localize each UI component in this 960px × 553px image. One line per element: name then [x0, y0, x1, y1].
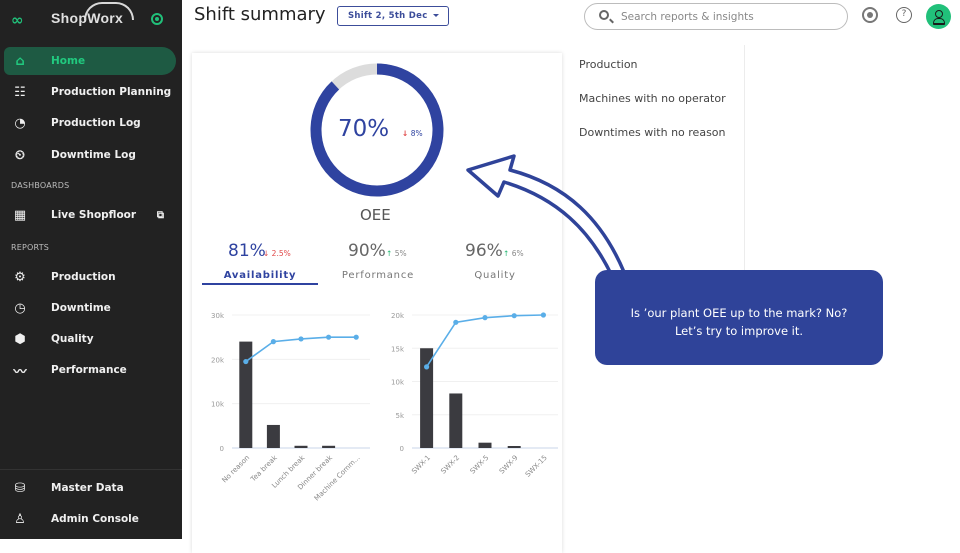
availability-value: 81%	[228, 241, 266, 261]
svg-text:10k: 10k	[211, 401, 225, 409]
oee-value: 70%	[338, 116, 390, 142]
sync-icon[interactable]	[862, 7, 878, 23]
tip-callout: Is ’our plant OEE up to the mark? No? Le…	[595, 270, 883, 365]
sidebar-item-production-log[interactable]: ◔ Production Log	[4, 109, 176, 137]
info-item-production[interactable]: Production	[579, 58, 638, 71]
availability-delta: ↓ 2.5%	[263, 249, 291, 258]
svg-text:0: 0	[400, 445, 404, 453]
admin-icon: ♙	[14, 511, 26, 527]
caret-down-icon	[433, 14, 439, 17]
svg-text:No reason: No reason	[220, 454, 251, 485]
svg-text:SWX-15: SWX-15	[524, 454, 549, 479]
availability-label: Availability	[223, 270, 297, 281]
info-list: Production Machines with no operator Dow…	[579, 58, 726, 160]
sidebar-item-live-shopfloor[interactable]: ▦ Live Shopfloor ⧉	[4, 201, 176, 229]
svg-text:20k: 20k	[211, 356, 225, 364]
callout-line-1: Is ’our plant OEE up to the mark? No?	[630, 306, 848, 320]
sidebar-item-label: Downtime	[51, 302, 111, 314]
database-icon: ⛁	[14, 480, 26, 496]
gauge-icon: ◔	[14, 115, 26, 131]
oee-gauge	[310, 63, 444, 197]
clipboard-icon: ☷	[14, 84, 26, 100]
sidebar-item-label: Performance	[51, 364, 127, 376]
sidebar-item-downtime-log[interactable]: ⏲ Downtime Log	[4, 141, 176, 169]
gears-icon: ⚙	[14, 269, 26, 285]
sidebar-item-master-data[interactable]: ⛁ Master Data	[4, 474, 176, 502]
sidebar-item-label: Production Planning	[51, 86, 172, 98]
sidebar-item-production-planning[interactable]: ☷ Production Planning	[4, 78, 176, 106]
svg-text:0: 0	[220, 445, 224, 453]
svg-text:15k: 15k	[391, 345, 405, 353]
search-input[interactable]: Search reports & insights	[584, 3, 848, 30]
svg-text:5k: 5k	[395, 412, 404, 420]
sidebar-item-label: Downtime Log	[51, 149, 136, 161]
external-link-icon[interactable]: ⧉	[156, 209, 164, 221]
performance-label: Performance	[341, 270, 415, 281]
dashboard-grid-icon: ▦	[13, 207, 27, 223]
sidebar-item-admin-console[interactable]: ♙ Admin Console	[4, 505, 176, 533]
section-label-dashboards: DASHBOARDS	[11, 181, 70, 190]
svg-text:SWX-2: SWX-2	[439, 454, 461, 476]
svg-text:30k: 30k	[211, 312, 225, 320]
sidebar-item-label: Production	[51, 271, 116, 283]
tab-availability[interactable]: 81% ↓ 2.5% Availability	[202, 241, 318, 285]
svg-text:20k: 20k	[391, 312, 405, 320]
history-icon: ⏲	[14, 147, 26, 163]
shift-select[interactable]: Shift 2, 5th Dec	[337, 6, 449, 26]
clock-alert-icon: ◷	[14, 300, 26, 316]
section-label-reports: REPORTS	[11, 243, 50, 252]
home-icon: ⌂	[15, 53, 25, 69]
sidebar-item-label: Live Shopfloor	[51, 209, 137, 221]
box-icon: ⬢	[14, 331, 26, 347]
tab-quality[interactable]: 96% ↑ 6% Quality	[437, 241, 553, 285]
sidebar-item-quality[interactable]: ⬢ Quality	[4, 325, 176, 353]
help-icon[interactable]: ?	[896, 7, 912, 23]
sidebar-item-label: Admin Console	[51, 513, 139, 525]
logo-row: ∞ ShopWorx	[0, 0, 182, 38]
downtime-machine-chart: 0 5k 10k 15k 20k SWX-1 SWX-2 SWX-5 SWX-9 SWX-15	[391, 312, 558, 479]
page-title: Shift summary	[194, 4, 326, 25]
oee-label: OEE	[360, 206, 391, 224]
brand-logo: ShopWorx	[51, 10, 124, 26]
sidebar-item-label: Master Data	[51, 482, 124, 494]
svg-text:10k: 10k	[391, 379, 405, 387]
sidebar-item-label: Quality	[51, 333, 94, 345]
search-placeholder: Search reports & insights	[621, 11, 754, 23]
quality-delta: ↑ 6%	[503, 249, 524, 258]
sidebar-item-label: Home	[51, 55, 86, 67]
quality-label: Quality	[474, 270, 516, 281]
quality-value: 96%	[465, 241, 503, 261]
shift-select-value: Shift 2, 5th Dec	[348, 11, 428, 21]
main-content: Shift summary Shift 2, 5th Dec Search re…	[182, 0, 960, 553]
oee-delta: ↓ 8%	[402, 129, 423, 138]
divider	[744, 45, 745, 285]
tab-performance[interactable]: 90% ↑ 5% Performance	[320, 241, 436, 285]
sidebar-item-performance[interactable]: 〰 Performance	[4, 356, 176, 384]
svg-text:SWX-5: SWX-5	[469, 454, 491, 476]
performance-value: 90%	[348, 241, 386, 261]
status-dot-icon[interactable]	[151, 13, 163, 25]
oee-card: 70% ↓ 8% OEE 81% ↓ 2.5% Availability 90%…	[192, 53, 562, 553]
infinity-menu-icon[interactable]: ∞	[11, 11, 23, 29]
trend-icon: 〰	[13, 364, 27, 380]
info-item-machines-no-operator[interactable]: Machines with no operator	[579, 92, 726, 105]
sidebar-item-downtime[interactable]: ◷ Downtime	[4, 294, 176, 322]
svg-text:SWX-1: SWX-1	[410, 454, 432, 476]
arrow-down-icon: ↓	[402, 129, 409, 138]
sidebar-item-production[interactable]: ⚙ Production	[4, 263, 176, 291]
svg-text:SWX-9: SWX-9	[498, 454, 520, 476]
callout-line-2: Let’s try to improve it.	[674, 324, 804, 338]
curved-arrow-icon	[466, 154, 626, 278]
performance-delta: ↑ 5%	[386, 249, 407, 258]
avatar[interactable]	[926, 4, 951, 29]
sidebar-divider	[0, 469, 182, 470]
search-icon	[599, 10, 609, 20]
sidebar-item-home[interactable]: ⌂ Home	[4, 47, 176, 75]
sidebar-item-label: Production Log	[51, 117, 141, 129]
sidebar: ∞ ShopWorx ⌂ Home ☷ Production Planning …	[0, 0, 182, 539]
info-item-downtimes-no-reason[interactable]: Downtimes with no reason	[579, 126, 726, 139]
